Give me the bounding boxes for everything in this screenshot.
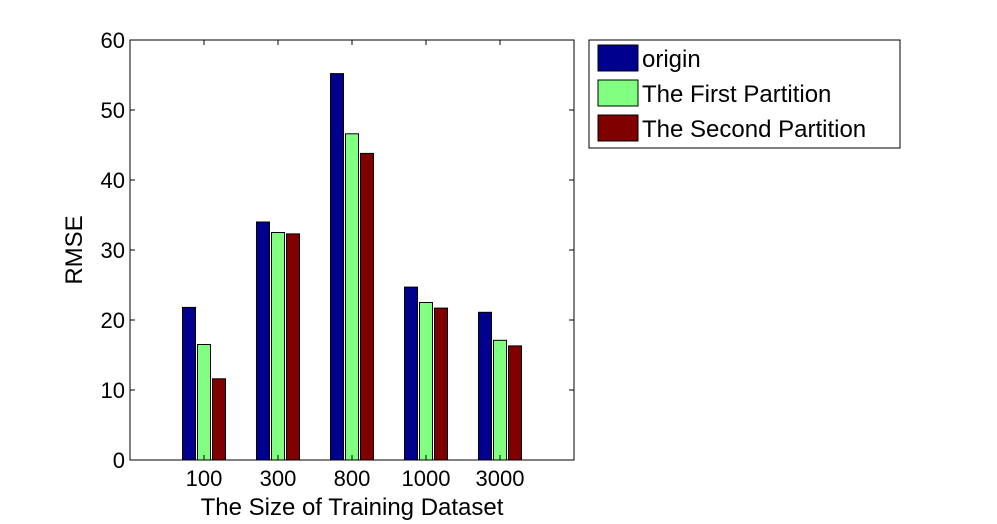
y-tick-label: 50 [101,98,125,123]
legend-label: The Second Partition [642,116,866,143]
y-tick-label: 30 [101,238,125,263]
bar-the-second-partition-3000 [508,345,522,461]
y-tick-label: 0 [113,448,125,473]
bar-origin-1000 [404,286,418,461]
x-tick-label: 100 [186,466,223,491]
bar-the-first-partition-800 [345,133,359,461]
x-tick-label: 3000 [476,466,525,491]
legend-swatch [597,44,639,72]
y-axis-ticks: 0 10 20 30 40 50 60 [101,28,574,473]
y-axis-label: RMSE [61,215,88,284]
legend-label: The First Partition [642,81,831,108]
x-tick-label: 1000 [402,466,451,491]
legend-swatch [597,114,639,142]
plot-area: 0 10 20 30 40 50 60 100 300 800 1000 3000 [101,28,575,491]
bar-origin-300 [256,221,270,461]
bar-the-first-partition-300 [271,232,285,461]
bar-origin-800 [330,73,344,461]
bar-the-second-partition-100 [212,378,226,461]
legend-swatch [597,79,639,107]
legend-box [588,39,901,149]
y-tick-label: 10 [101,378,125,403]
bars-group [182,73,522,461]
bar-origin-100 [182,306,196,461]
legend-label: origin [642,46,701,73]
x-axis-label: The Size of Training Dataset [201,494,504,521]
y-tick-label: 20 [101,308,125,333]
x-tick-label: 800 [334,466,371,491]
bar-the-first-partition-100 [197,344,211,461]
bar-the-second-partition-1000 [434,307,448,461]
y-tick-label: 40 [101,168,125,193]
bar-the-second-partition-300 [286,233,300,461]
x-tick-label: 300 [260,466,297,491]
legend: origin The First Partition The Second Part… [588,39,901,149]
bar-the-first-partition-1000 [419,302,433,461]
bar-the-second-partition-800 [360,152,374,461]
bar-origin-3000 [478,311,492,461]
y-tick-label: 60 [101,28,125,53]
x-axis-ticks: 100 300 800 1000 3000 [186,40,525,491]
bar-the-first-partition-3000 [493,339,507,461]
